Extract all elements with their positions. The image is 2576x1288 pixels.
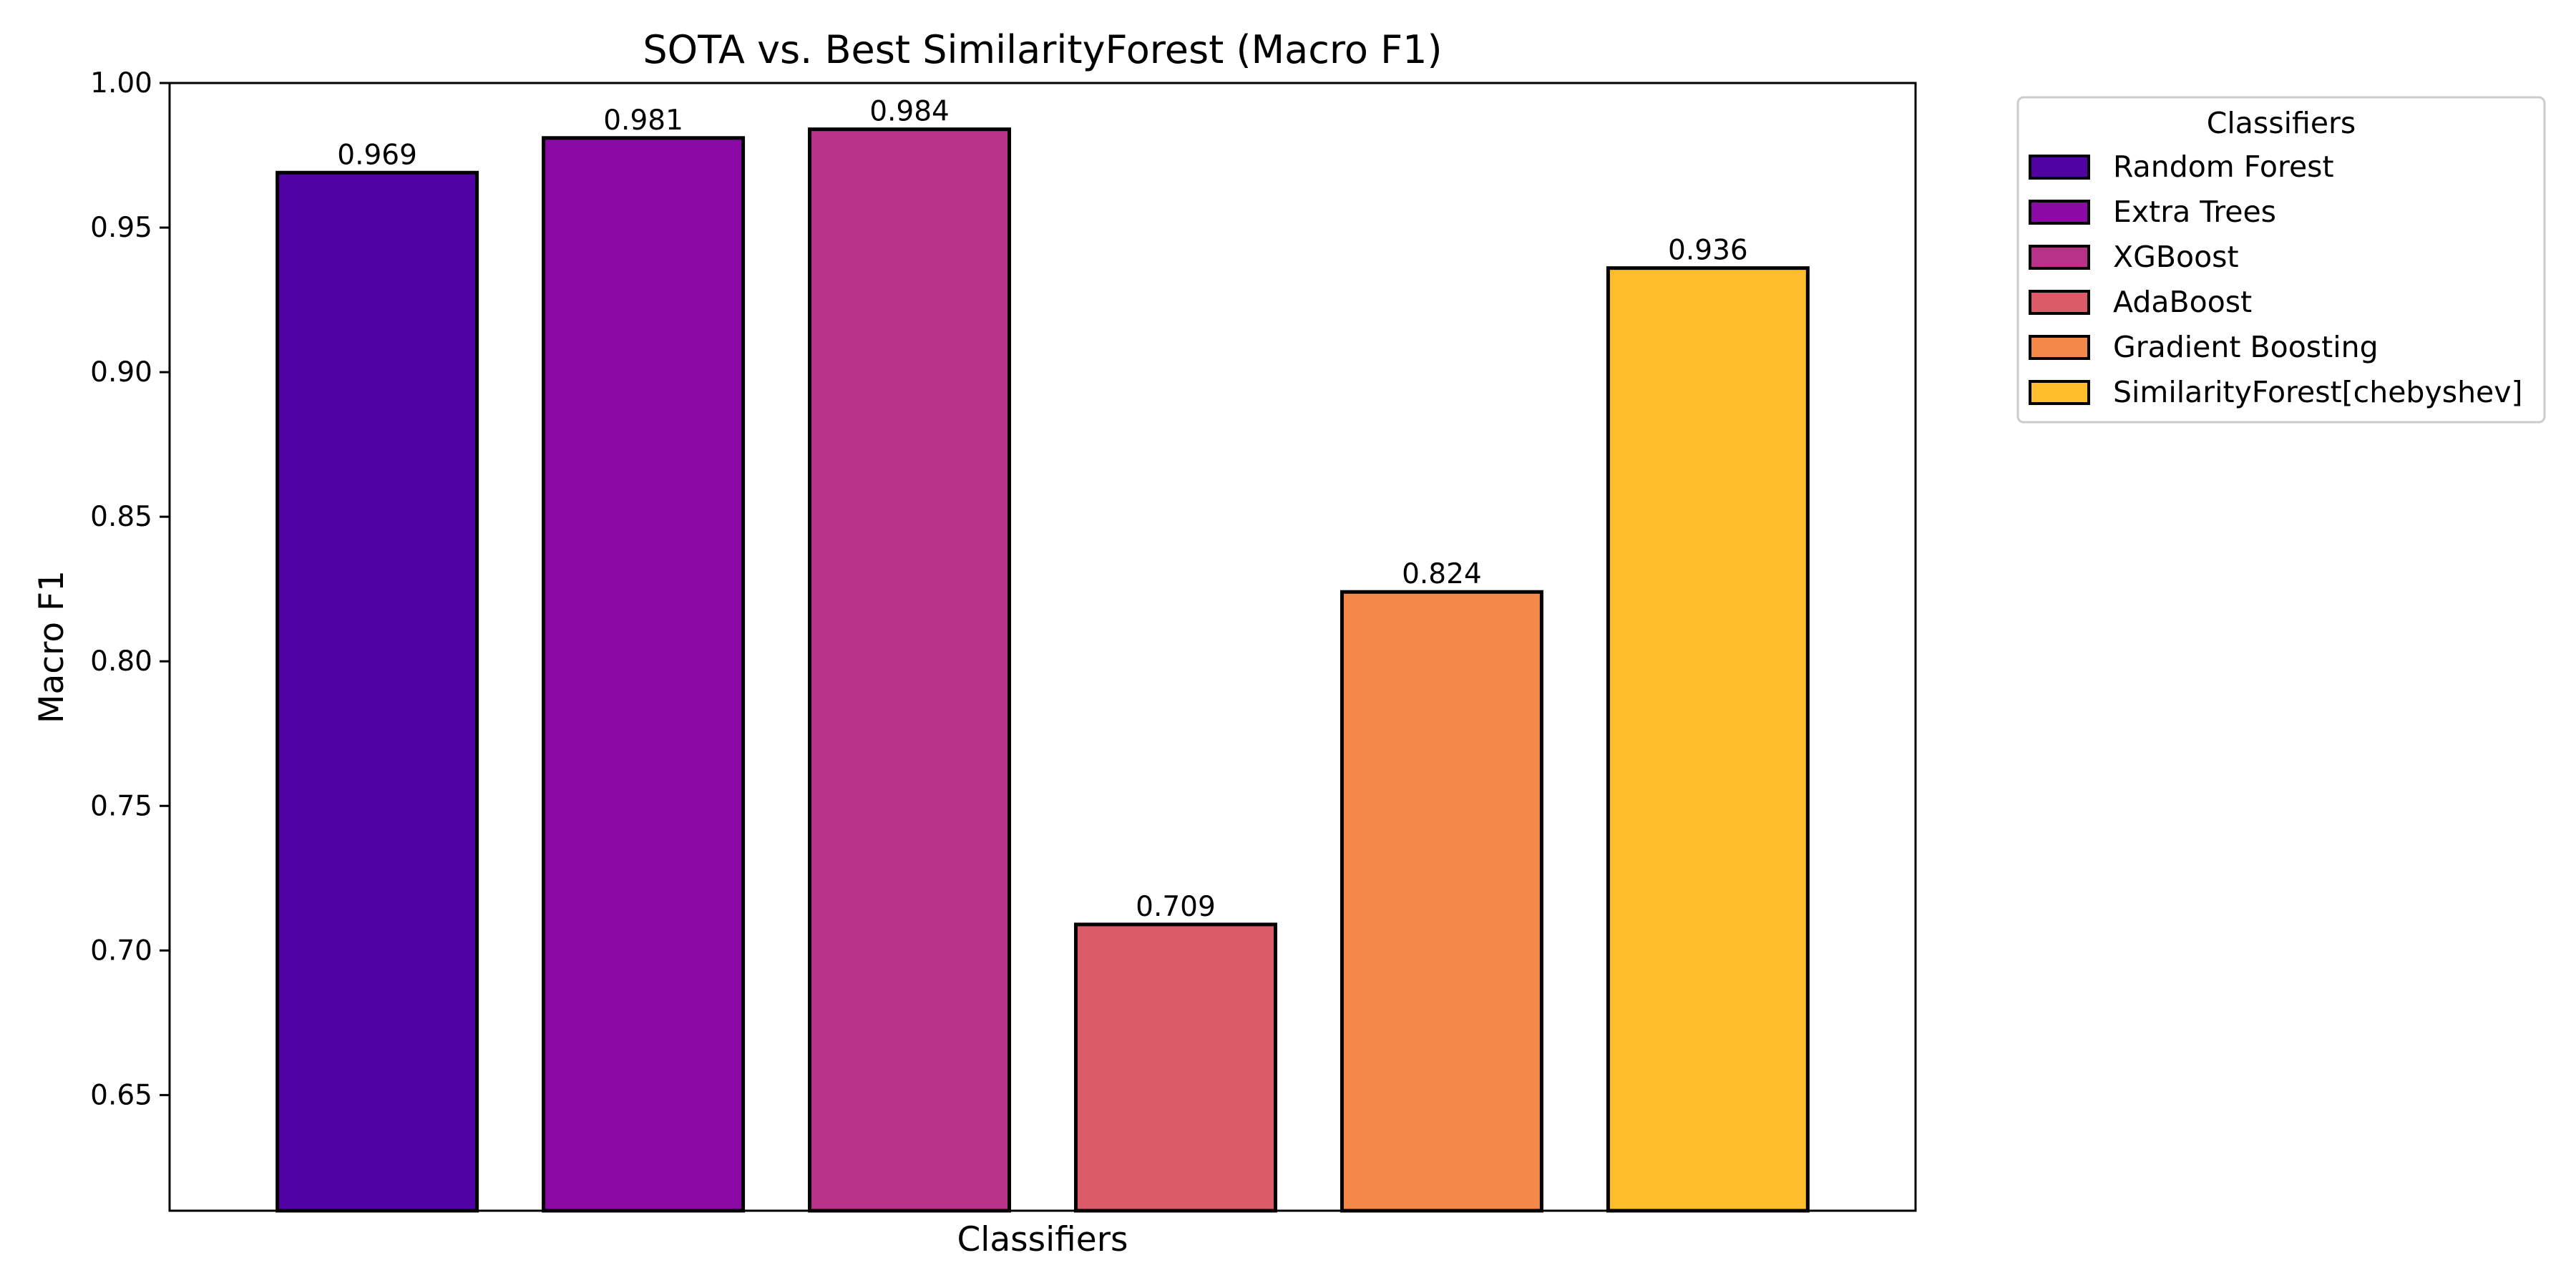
y-tick-label: 0.80 [90, 645, 152, 678]
legend-swatch-extra-trees [2029, 200, 2090, 225]
bar-adaboost [1073, 922, 1277, 1213]
y-tick-label: 0.90 [90, 356, 152, 389]
chart-title: SOTA vs. Best SimilarityForest (Macro F1… [643, 27, 1442, 72]
legend-title: Classifiers [2207, 106, 2356, 140]
legend-items: Random Forest Extra Trees XGBoost AdaBoost G… [2029, 150, 2523, 409]
x-axis-label: Classifiers [957, 1220, 1128, 1259]
y-tick-label: 0.70 [90, 935, 152, 967]
data-label-gradient-boosting: 0.824 [1402, 558, 1482, 590]
bar-gradient-boosting [1340, 590, 1543, 1213]
legend-frame [2016, 96, 2546, 424]
legend-swatch-random-forest [2029, 155, 2090, 180]
plot-frame [168, 82, 1917, 1212]
y-axis-label: Macro F1 [32, 570, 72, 723]
legend-label-adaboost: AdaBoost [2113, 285, 2252, 319]
legend-swatch-gradient-boosting [2029, 335, 2090, 360]
data-labels-layer: 0.969 0.981 0.984 0.709 0.824 0.936 [337, 96, 1747, 923]
data-label-random-forest: 0.969 [337, 139, 417, 171]
legend-label-random-forest: Random Forest [2113, 150, 2334, 184]
data-label-adaboost: 0.709 [1136, 891, 1216, 923]
y-tick-label: 0.95 [90, 212, 152, 244]
data-label-similarityforest-chebyshev: 0.936 [1668, 235, 1748, 267]
legend: Classifiers Random Forest Extra Trees XGBo… [2016, 96, 2546, 424]
legend-swatch-adaboost [2029, 290, 2090, 315]
y-tick-label: 1.00 [90, 67, 152, 99]
bars-layer [275, 127, 1810, 1213]
bar-random-forest [275, 170, 479, 1213]
bar-similarityforest-chebyshev [1606, 266, 1810, 1213]
legend-swatch-similarityforest-chebyshev [2029, 380, 2090, 405]
legend-label-extra-trees: Extra Trees [2113, 195, 2276, 229]
y-tick-label: 0.75 [90, 790, 152, 822]
legend-label-similarityforest-chebyshev: SimilarityForest[chebyshev] [2113, 375, 2523, 409]
y-tick-label: 0.65 [90, 1079, 152, 1111]
y-axis: 0.65 0.70 0.75 0.80 0.85 0.90 0.95 1.00 [90, 67, 170, 1111]
bar-xgboost [808, 127, 1012, 1213]
legend-swatch-xgboost [2029, 245, 2090, 270]
y-tick-label: 0.85 [90, 501, 152, 533]
data-label-xgboost: 0.984 [869, 96, 950, 128]
bar-extra-trees [542, 136, 746, 1213]
legend-label-xgboost: XGBoost [2113, 240, 2239, 274]
legend-label-gradient-boosting: Gradient Boosting [2113, 330, 2379, 364]
data-label-extra-trees: 0.981 [603, 104, 683, 137]
